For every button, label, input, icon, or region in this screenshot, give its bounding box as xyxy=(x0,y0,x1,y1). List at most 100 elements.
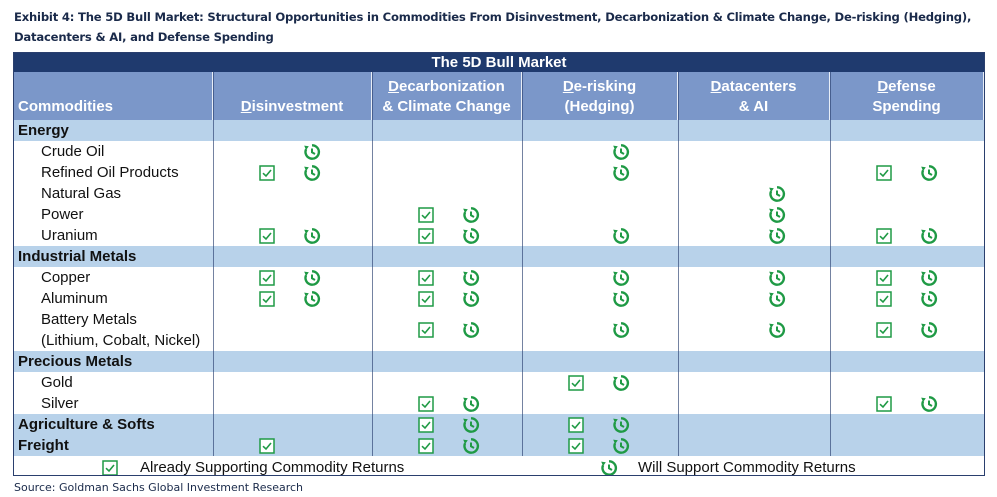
clock-icon xyxy=(768,185,786,208)
header-label: e-risking xyxy=(573,78,637,95)
check-icon xyxy=(876,395,892,417)
check-icon xyxy=(259,290,275,312)
table-row: Silver xyxy=(14,393,984,414)
clock-icon xyxy=(612,143,630,166)
table-row: Copper xyxy=(14,267,984,288)
commodity-label: Natural Gas xyxy=(41,185,122,202)
table-row: Natural Gas xyxy=(14,183,984,204)
commodity-label: Refined Oil Products xyxy=(41,164,179,181)
clock-icon xyxy=(920,321,938,344)
commodity-label: Uranium xyxy=(41,227,98,244)
clock-icon xyxy=(920,164,938,187)
header-label: isinvestment xyxy=(251,98,344,115)
check-icon xyxy=(259,227,275,249)
clock-icon xyxy=(303,143,321,166)
check-icon xyxy=(418,269,434,291)
source-note: Source: Goldman Sachs Global Investment … xyxy=(14,481,304,494)
column-header: De-risking (Hedging) xyxy=(522,72,678,120)
column-divider xyxy=(678,72,679,456)
table-row: Aluminum xyxy=(14,288,984,309)
table-row: Refined Oil Products xyxy=(14,162,984,183)
header-label-line2: (Hedging) xyxy=(564,98,635,115)
check-icon xyxy=(418,395,434,417)
category-label: Energy xyxy=(18,122,69,139)
check-icon xyxy=(259,269,275,291)
clock-icon xyxy=(462,321,480,344)
column-header: Defense Spending xyxy=(830,72,984,120)
clock-icon xyxy=(920,290,938,313)
check-icon xyxy=(876,227,892,249)
header-initial: D xyxy=(710,78,722,95)
check-icon xyxy=(876,290,892,312)
check-icon xyxy=(418,227,434,249)
header-initial: D xyxy=(562,78,574,95)
column-header: Commodities xyxy=(14,72,213,120)
category-label: Freight xyxy=(18,437,69,454)
clock-icon xyxy=(612,164,630,187)
clock-icon xyxy=(303,164,321,187)
check-icon xyxy=(418,206,434,228)
check-icon xyxy=(418,322,434,343)
table-row: Gold xyxy=(14,372,984,393)
clock-icon xyxy=(303,269,321,292)
category-row: Precious Metals xyxy=(14,351,984,372)
clock-icon xyxy=(612,227,630,250)
column-divider xyxy=(372,72,373,456)
commodity-label: Aluminum xyxy=(41,290,108,307)
clock-icon xyxy=(612,416,630,439)
header-label: Commodities xyxy=(18,98,114,115)
category-label: Precious Metals xyxy=(18,353,133,370)
clock-icon xyxy=(462,437,480,460)
legend-check-label: Already Supporting Commodity Returns xyxy=(140,459,405,476)
column-divider xyxy=(522,72,523,456)
column-header: Decarbonization & Climate Change xyxy=(372,72,522,120)
check-icon xyxy=(568,416,584,438)
clock-icon xyxy=(462,290,480,313)
header-label: ecarbonization xyxy=(398,78,505,95)
check-icon xyxy=(876,322,892,343)
category-row: Agriculture & Softs xyxy=(14,414,984,435)
table-row: Battery Metals (Lithium, Cobalt, Nickel) xyxy=(14,309,984,351)
header-initial: D xyxy=(877,78,889,95)
commodity-label: Power xyxy=(41,206,84,223)
commodity-label: Silver xyxy=(41,395,79,412)
header-initial: D xyxy=(240,98,252,115)
clock-icon xyxy=(462,227,480,250)
legend-check-icon xyxy=(102,460,118,475)
commodity-label: Copper xyxy=(41,269,91,286)
check-icon xyxy=(568,437,584,459)
clock-icon xyxy=(462,269,480,292)
header-label: efense xyxy=(888,78,936,95)
column-divider xyxy=(830,72,831,456)
check-icon xyxy=(876,164,892,186)
clock-icon xyxy=(462,206,480,229)
check-icon xyxy=(418,416,434,438)
check-icon xyxy=(259,437,275,459)
column-header: Datacenters & AI xyxy=(678,72,830,120)
bull-market-table: The 5D Bull Market Commodities Disinvestm… xyxy=(13,52,985,476)
legend-clock-label: Will Support Commodity Returns xyxy=(638,459,856,476)
category-row: Energy xyxy=(14,120,984,141)
clock-icon xyxy=(768,269,786,292)
check-icon xyxy=(418,437,434,459)
clock-icon xyxy=(612,374,630,397)
header-label-line2: & Climate Change xyxy=(382,98,511,115)
commodity-label: Battery Metals (Lithium, Cobalt, Nickel) xyxy=(41,311,201,349)
category-label: Industrial Metals xyxy=(18,248,137,265)
column-header: Disinvestment xyxy=(213,72,372,120)
clock-icon xyxy=(920,269,938,292)
clock-icon xyxy=(462,395,480,418)
category-row: Industrial Metals xyxy=(14,246,984,267)
commodity-label: Gold xyxy=(41,374,73,391)
category-row: Freight xyxy=(14,435,984,456)
clock-icon xyxy=(920,227,938,250)
clock-icon xyxy=(303,227,321,250)
check-icon xyxy=(876,269,892,291)
table-row: Crude Oil xyxy=(14,141,984,162)
category-label: Agriculture & Softs xyxy=(18,416,155,433)
header-label-line2: & AI xyxy=(738,98,769,115)
table-banner: The 5D Bull Market xyxy=(14,53,984,72)
table-row: Uranium xyxy=(14,225,984,246)
exhibit-title: Exhibit 4: The 5D Bull Market: Structura… xyxy=(14,10,972,44)
commodity-label: Crude Oil xyxy=(41,143,105,160)
